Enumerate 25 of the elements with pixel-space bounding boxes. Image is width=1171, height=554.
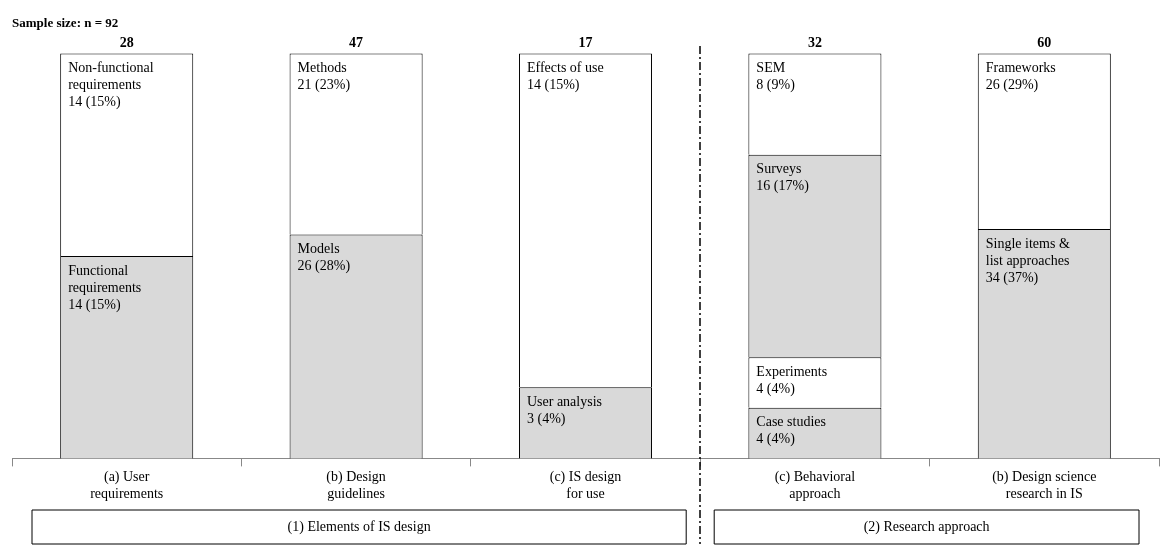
annotation: Frameworks 26 (29%)	[985, 60, 1056, 94]
annotation: 17	[578, 35, 593, 51]
x-tick-label: (b) Design science research in IS	[992, 469, 1097, 502]
annotation: Case studies 4 (4%)	[756, 414, 826, 448]
annotation: User analysis 3 (4%)	[526, 393, 603, 427]
text: (2) Research approach	[863, 518, 990, 535]
x-tick-label: (a) User requirements	[90, 469, 164, 502]
x-tick-label: (c) Behavioral approach	[774, 469, 856, 502]
annotation: Effects of use 14 (15%)	[526, 60, 604, 94]
annotation: Models 26 (28%)	[297, 241, 351, 275]
annotation: 47	[349, 35, 364, 51]
chart-title: Sample size: n = 92	[12, 15, 119, 31]
annotation: Functional requirements 14 (15%)	[68, 262, 142, 313]
annotation: Methods 21 (23%)	[297, 60, 351, 94]
x-tick-label: (b) Design guidelines	[326, 469, 386, 502]
x-tick-label: (c) IS design for use	[549, 469, 622, 502]
text: (1) Elements of IS design	[287, 518, 431, 535]
annotation: Single items & list approaches 34 (37%)	[985, 235, 1070, 286]
annotation: 32	[807, 35, 822, 51]
annotation: SEM 8 (9%)	[756, 60, 796, 94]
annotation: Surveys 16 (17%)	[756, 161, 810, 195]
annotation: 60	[1037, 35, 1052, 51]
annotation: Non-functional requirements 14 (15%)	[68, 60, 154, 111]
annotation: 28	[119, 35, 134, 51]
annotation: Experiments 4 (4%)	[756, 363, 828, 397]
